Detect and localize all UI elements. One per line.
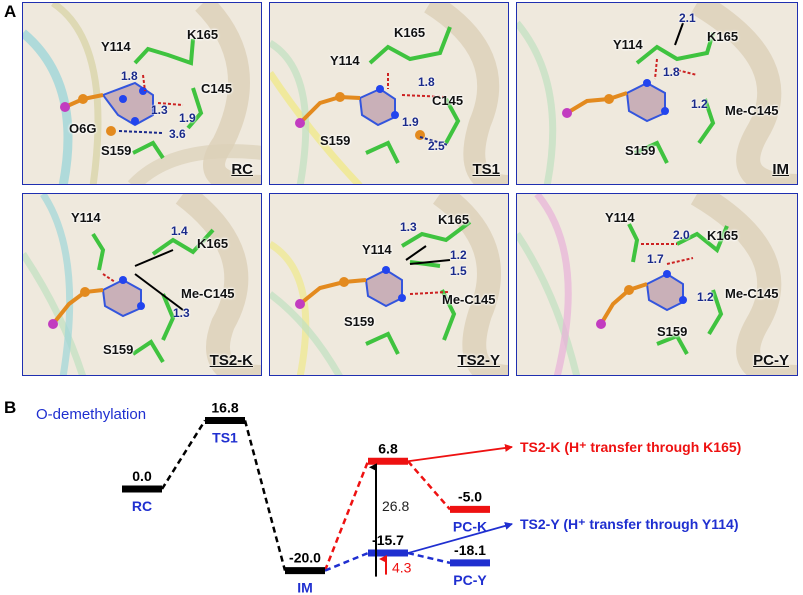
distance-label: 1.2 [450, 248, 467, 262]
distance-label: 1.2 [691, 97, 708, 111]
connector-IM-TS2Y [324, 551, 369, 572]
distance-label: 1.4 [171, 224, 188, 238]
state-label-im: IM [297, 580, 313, 595]
ts2k-structure-graphic [23, 194, 261, 375]
distance-label: 1.9 [179, 111, 196, 125]
state-label-ts1: TS1 [212, 429, 238, 445]
connector-TS2Y-PCY [407, 551, 451, 565]
residue-k165: K165 [707, 29, 739, 44]
distance-label: 2.1 [679, 11, 696, 25]
structure-panel-ts2y: K165 Y114 Me-C145 S159 1.3 1.2 1.5 TS2-Y [269, 193, 509, 376]
barrier-value-y: 4.3 [392, 560, 412, 576]
connector-IM-TS2K [323, 460, 370, 572]
im-structure-graphic [517, 3, 797, 184]
state-label-pcy: PC-Y [453, 572, 487, 588]
distance-label: 1.5 [450, 264, 467, 278]
residue-mec145: Me-C145 [181, 286, 235, 301]
residue-k165: K165 [197, 236, 229, 251]
distance-label: 1.8 [418, 75, 435, 89]
distance-label: 2.5 [428, 139, 445, 153]
residue-y114: Y114 [71, 210, 101, 225]
connector-TS1-IM [243, 420, 287, 571]
distance-label: 3.6 [169, 127, 186, 141]
residue-y114: Y114 [605, 210, 635, 225]
residue-mec145: Me-C145 [725, 286, 779, 301]
residue-mec145: Me-C145 [442, 292, 496, 307]
legend-arrow-k [407, 443, 513, 463]
residue-k165: K165 [438, 212, 470, 227]
structure-panel-rc: Y114 K165 C145 O6G S159 1.8 1.9 1.3 3.6 … [22, 2, 262, 185]
residue-y114: Y114 [330, 53, 360, 68]
ts1-structure-graphic [270, 3, 508, 184]
state-label-rc: RC [132, 498, 152, 514]
distance-label: 1.3 [173, 306, 190, 320]
residue-c145: C145 [201, 81, 233, 96]
panel-name: RC [231, 161, 253, 178]
section-a-label: A [4, 2, 17, 21]
energy-value-pcy: -18.1 [454, 542, 486, 558]
connector-TS2K-PCK [407, 460, 451, 511]
rc-structure-graphic [23, 3, 261, 184]
residue-y114: Y114 [101, 39, 131, 54]
legend-ts2k: TS2-K (H⁺ transfer through K165) [520, 439, 741, 455]
structure-panel-ts1: K165 Y114 C145 S159 1.8 1.9 2.5 TS1 [269, 2, 509, 185]
residue-c145: C145 [432, 93, 464, 108]
barrier-value-k: 26.8 [382, 498, 409, 514]
energy-value-im: -20.0 [289, 550, 321, 566]
distance-label: 1.7 [647, 252, 664, 266]
energy-value-ts2y: -15.7 [372, 532, 404, 548]
energy-value-rc: 0.0 [132, 468, 152, 484]
profile-connectors [160, 419, 451, 572]
distance-label: 1.8 [121, 69, 138, 83]
structure-panel-im: Y114 K165 Me-C145 S159 2.1 1.8 1.2 IM [516, 2, 798, 185]
panel-name: PC-Y [753, 352, 789, 369]
distance-label: 1.3 [400, 220, 417, 234]
distance-label: 1.3 [151, 103, 168, 117]
structure-panel-pcy: Y114 K165 Me-C145 S159 2.0 1.7 1.2 PC-Y [516, 193, 798, 376]
panel-name: TS1 [472, 161, 500, 178]
residue-s159: S159 [344, 314, 375, 329]
residue-s159: S159 [320, 133, 351, 148]
residue-s159: S159 [103, 342, 134, 357]
residue-k165: K165 [394, 25, 426, 40]
pcy-structure-graphic [517, 194, 797, 375]
section-b-label: B [4, 398, 17, 417]
residue-s159: S159 [625, 143, 656, 158]
residue-y114: Y114 [362, 242, 392, 257]
panel-name: TS2-K [209, 352, 253, 369]
legend-ts2y: TS2-Y (H⁺ transfer through Y114) [520, 516, 738, 532]
reaction-label: O-demethylation [36, 406, 146, 423]
energy-value-ts1: 16.8 [211, 399, 238, 415]
structure-panel-ts2k: Y114 K165 Me-C145 S159 1.4 1.3 TS2-K [22, 193, 262, 376]
distance-label: 1.8 [663, 65, 680, 79]
distance-label: 1.2 [697, 290, 714, 304]
panel-name: IM [772, 161, 789, 178]
energy-value-pck: -5.0 [458, 488, 482, 504]
residue-k165: K165 [187, 27, 219, 42]
distance-label: 2.0 [673, 228, 690, 242]
residue-mec145: Me-C145 [725, 103, 779, 118]
residue-o6g: O6G [69, 121, 97, 136]
panel-name: TS2-Y [457, 352, 500, 369]
energy-profile-diagram: 0.0 RC 16.8 TS1 -20.0 IM 6.8 -15.7 -5.0 PC-K -18.1… [36, 399, 741, 595]
ts2y-structure-graphic [270, 194, 508, 375]
residue-y114: Y114 [613, 37, 643, 52]
energy-value-ts2k: 6.8 [378, 440, 398, 456]
state-label-pck: PC-K [453, 518, 487, 534]
legend-arrow-y [407, 522, 513, 554]
connector-RC-TS1 [160, 419, 207, 490]
energy-levels: 0.0 RC 16.8 TS1 -20.0 IM 6.8 -15.7 -5.0 PC-K -18.1… [122, 399, 490, 595]
residue-s159: S159 [101, 143, 132, 158]
residue-s159: S159 [657, 324, 688, 339]
barrier-annotations: 26.8 4.3 [369, 443, 513, 577]
distance-label: 1.9 [402, 115, 419, 129]
residue-k165: K165 [707, 228, 739, 243]
